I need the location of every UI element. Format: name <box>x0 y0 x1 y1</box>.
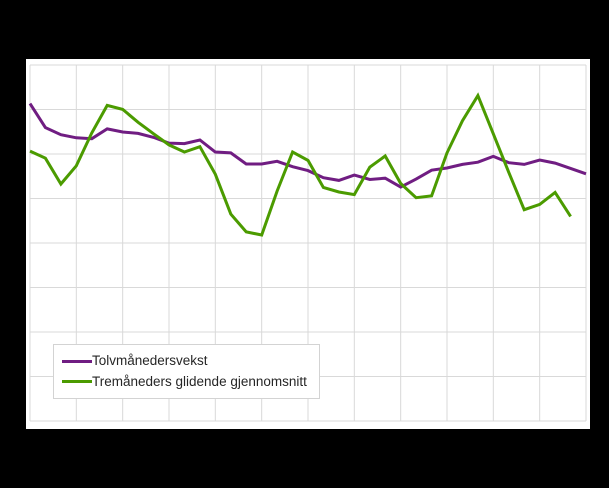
line-swatch-icon <box>62 380 92 384</box>
legend: Tolvmånedersvekst Tremåneders glidende g… <box>53 344 320 399</box>
legend-label: Tremåneders glidende gjennomsnitt <box>92 374 307 390</box>
line-swatch-icon <box>62 359 92 363</box>
legend-item-tremaneders-glidende-gjennomsnitt: Tremåneders glidende gjennomsnitt <box>62 375 311 389</box>
series-line-0 <box>28 102 587 189</box>
legend-item-tolvmanedersvekst: Tolvmånedersvekst <box>62 354 311 368</box>
legend-label: Tolvmånedersvekst <box>92 353 208 369</box>
series-line-1 <box>29 92 572 237</box>
chart-surface: Tolvmånedersvekst Tremåneders glidende g… <box>26 59 590 429</box>
